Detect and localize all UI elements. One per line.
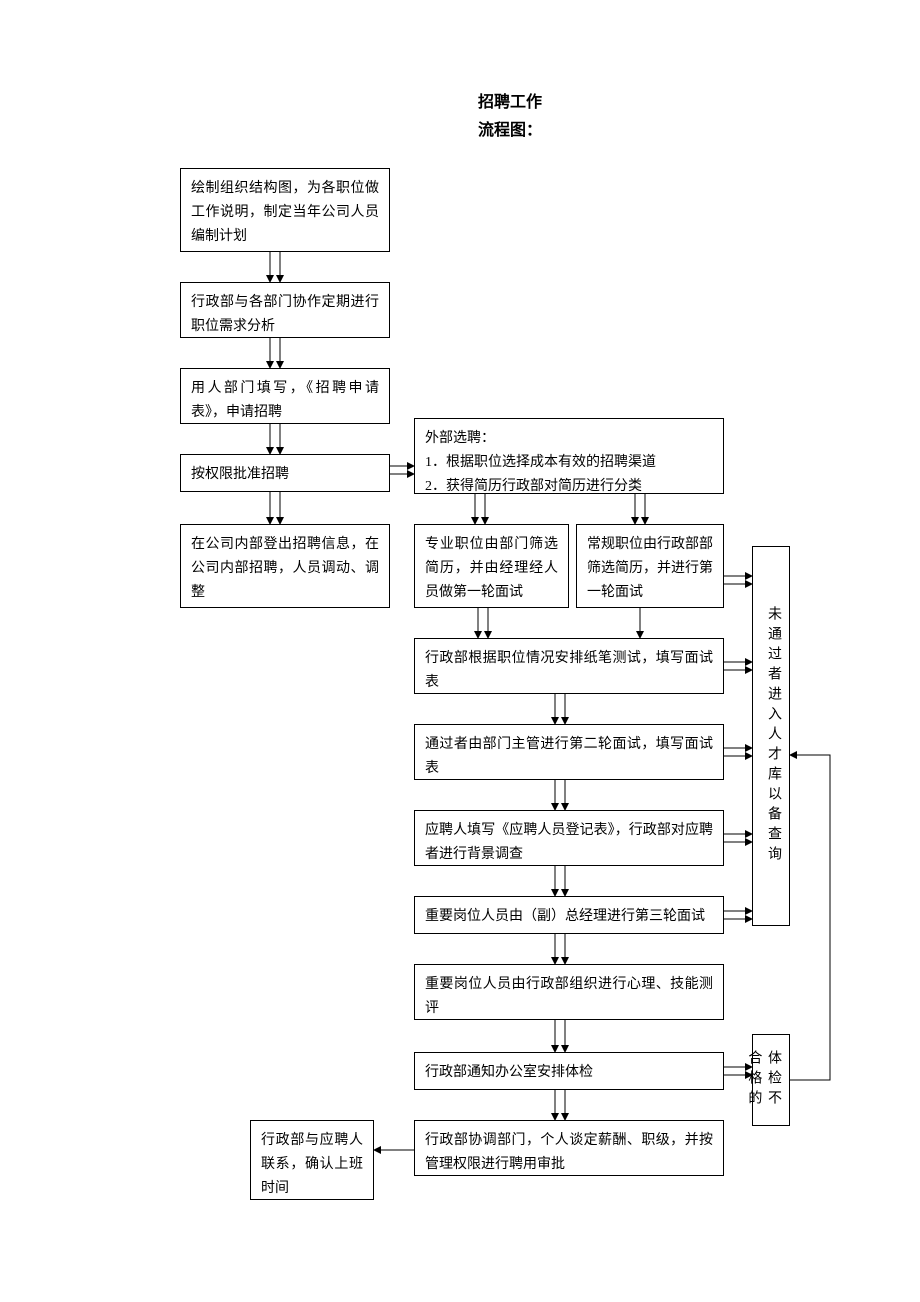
node-confirm-start: 行政部与应聘人联系，确认上班时间 (250, 1120, 374, 1200)
node-background-check: 应聘人填写《应聘人员登记表》，行政部对应聘者进行背景调查 (414, 810, 724, 866)
node-physical-exam: 行政部通知办公室安排体检 (414, 1052, 724, 1090)
node-psych-skill-eval: 重要岗位人员由行政部组织进行心理、技能测评 (414, 964, 724, 1020)
node-approve: 按权限批准招聘 (180, 454, 390, 492)
node-written-test: 行政部根据职位情况安排纸笔测试，填写面试表 (414, 638, 724, 694)
node-external-hire: 外部选聘： 1．根据职位选择成本有效的招聘渠道 2．获得简历行政部对简历进行分类 (414, 418, 724, 494)
node-apply-form: 用人部门填写，《招聘申请表》，申请招聘 (180, 368, 390, 424)
node-professional: 专业职位由部门筛选简历，并由经理经人员做第一轮面试 (414, 524, 569, 608)
node-second-interview: 通过者由部门主管进行第二轮面试，填写面试表 (414, 724, 724, 780)
node-demand-analysis: 行政部与各部门协作定期进行职位需求分析 (180, 282, 390, 338)
node-exam-fail: 体检不合格的 (752, 1034, 790, 1126)
node-internal-hire: 在公司内部登出招聘信息，在公司内部招聘，人员调动、调整 (180, 524, 390, 608)
page-title-line1: 招聘工作 (410, 88, 610, 112)
node-org-chart: 绘制组织结构图，为各职位做工作说明，制定当年公司人员编制计划 (180, 168, 390, 252)
node-talent-pool: 未通过者进入人才库以备查询 (752, 546, 790, 926)
node-third-interview: 重要岗位人员由（副）总经理进行第三轮面试 (414, 896, 724, 934)
node-salary-approval: 行政部协调部门，个人谈定薪酬、职级，并按管理权限进行聘用审批 (414, 1120, 724, 1176)
page-title-line2: 流程图： (410, 116, 610, 140)
node-general: 常规职位由行政部部筛选简历，并进行第一轮面试 (576, 524, 724, 608)
